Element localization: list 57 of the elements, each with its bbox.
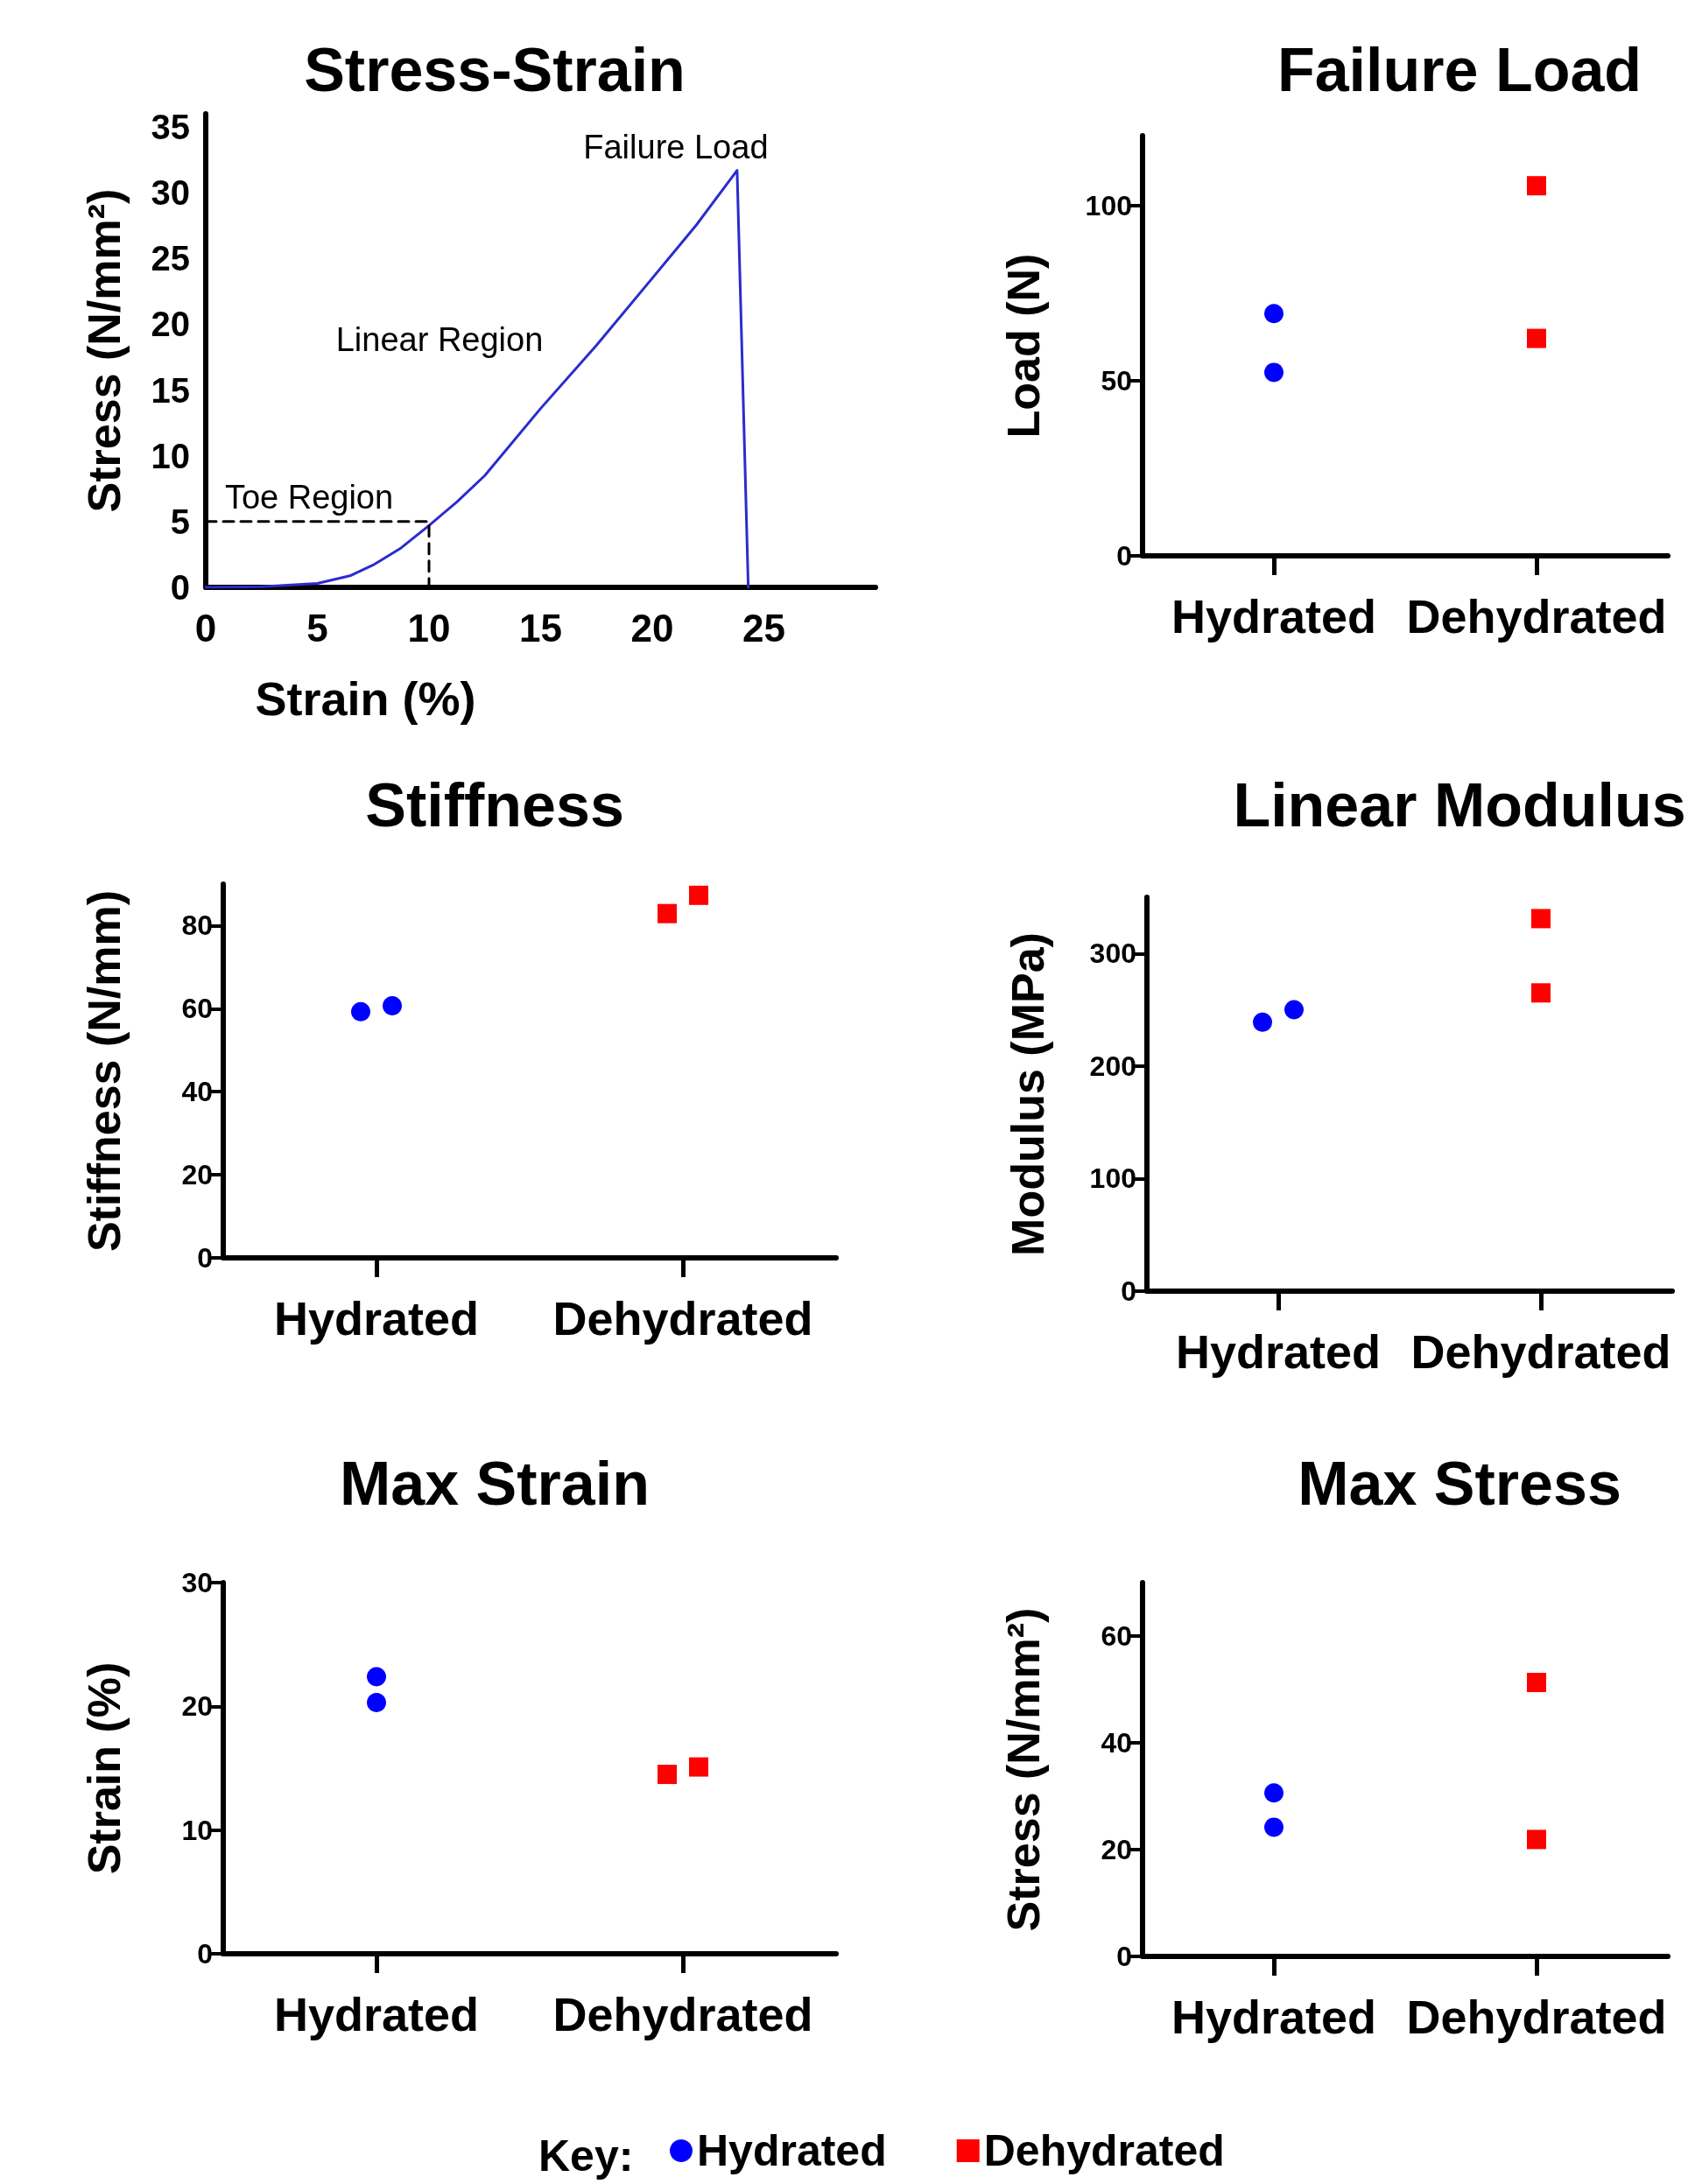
y-tick-label: 20 — [181, 1159, 213, 1191]
y-tick-label: 200 — [1089, 1050, 1136, 1082]
y-tick-label: 0 — [197, 1242, 213, 1274]
y-tick-label: 10 — [181, 1814, 213, 1846]
chart-title: Failure Load — [1277, 36, 1642, 104]
x-tick-label: Hydrated — [1171, 1991, 1377, 2043]
y-tick-label: 60 — [181, 993, 213, 1025]
y-tick-label: 30 — [151, 173, 190, 213]
chart-title: Max Strain — [340, 1450, 650, 1518]
y-tick-label: 0 — [197, 1938, 213, 1970]
y-tick-label: 100 — [1089, 1162, 1136, 1195]
x-tick-label: Hydrated — [273, 1988, 480, 2040]
y-tick-label: 300 — [1089, 938, 1136, 970]
legend-title: Key: — [538, 2131, 634, 2180]
y-tick-label: 40 — [1101, 1727, 1132, 1759]
y-tick-label: 30 — [181, 1567, 213, 1598]
x-tick-label: 20 — [630, 606, 674, 650]
y-tick-label: 0 — [1116, 1941, 1132, 1972]
y-tick-label: 50 — [1101, 365, 1132, 397]
y-tick-label: 35 — [151, 108, 190, 147]
line-series — [204, 169, 750, 589]
y-axis-title: Stress (N/mm²) — [79, 188, 130, 513]
x-tick-label: Hydrated — [1171, 590, 1377, 643]
y-tick-label: 10 — [151, 436, 190, 475]
y-axis-title: Strain (%) — [79, 1661, 130, 1875]
x-tick-label: 10 — [407, 606, 451, 650]
y-tick-label: 80 — [181, 909, 213, 942]
chart-title: Linear Modulus — [1233, 771, 1686, 839]
x-tick-label: 15 — [519, 606, 562, 650]
y-tick-label: 20 — [181, 1690, 213, 1723]
chart-title: Max Stress — [1298, 1450, 1621, 1518]
x-axis-title: Strain (%) — [255, 672, 476, 725]
legend-label: Hydrated — [697, 2126, 887, 2175]
chart-title: Stiffness — [365, 771, 624, 839]
y-axis-title: Modulus (MPa) — [1002, 932, 1053, 1256]
y-tick-label: 25 — [151, 239, 190, 278]
x-tick-label: Dehydrated — [552, 1988, 813, 2040]
y-axis-title: Load (N) — [998, 253, 1049, 439]
y-tick-label: 20 — [151, 305, 190, 344]
y-tick-label: 0 — [1116, 540, 1132, 572]
annotation: Linear Region — [335, 321, 544, 358]
y-axis-title: Stiffness (N/mm) — [79, 889, 130, 1253]
y-tick-label: 100 — [1085, 190, 1132, 221]
y-axis-title: Stress (N/mm²) — [998, 1607, 1049, 1932]
annotation: Failure Load — [583, 128, 769, 165]
y-tick-label: 5 — [170, 502, 190, 541]
y-tick-label: 15 — [151, 370, 190, 410]
x-tick-label: Dehydrated — [1406, 1991, 1667, 2043]
x-tick-label: Dehydrated — [1406, 590, 1667, 643]
annotation: Toe Region — [224, 479, 394, 516]
x-tick-label: 25 — [742, 606, 785, 650]
y-tick-label: 40 — [181, 1076, 213, 1108]
x-tick-label: 5 — [306, 606, 328, 650]
legend-label: Dehydrated — [983, 2126, 1225, 2175]
y-tick-label: 60 — [1101, 1620, 1132, 1652]
y-tick-label: 20 — [1101, 1834, 1132, 1865]
chart-title: Stress-Strain — [304, 36, 686, 104]
